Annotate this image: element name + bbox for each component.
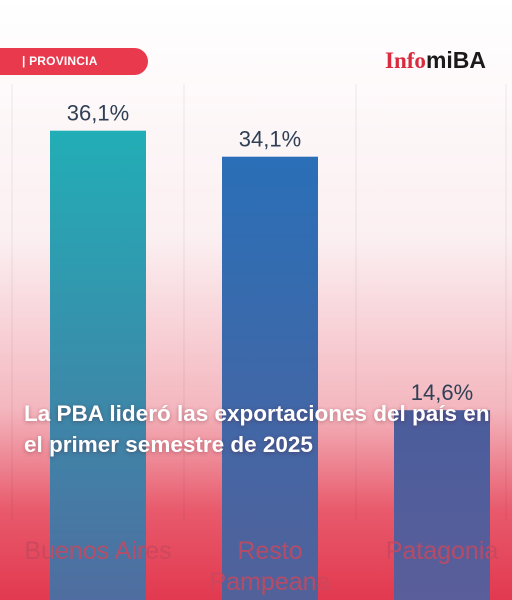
section-badge: | PROVINCIA: [0, 48, 148, 75]
headline: La PBA lideró las exportaciones del país…: [24, 401, 490, 457]
value-label-1: 36,1%: [67, 101, 129, 126]
bar-2: [222, 156, 318, 600]
value-label-2: 34,1%: [239, 127, 301, 152]
category-label-3: Patagonia: [386, 537, 499, 565]
bar-3: [394, 410, 490, 600]
category-label-1: Buenos Aires: [24, 537, 171, 565]
logo-part-miba: miBA: [425, 47, 486, 73]
bar-1: [50, 130, 146, 600]
category-label-2: Resto Pampeana: [210, 537, 331, 596]
value-label-3: 14,6%: [411, 380, 473, 405]
logo-part-info: Info: [385, 48, 426, 73]
infomiba-logo: InfomiBA: [385, 45, 486, 76]
